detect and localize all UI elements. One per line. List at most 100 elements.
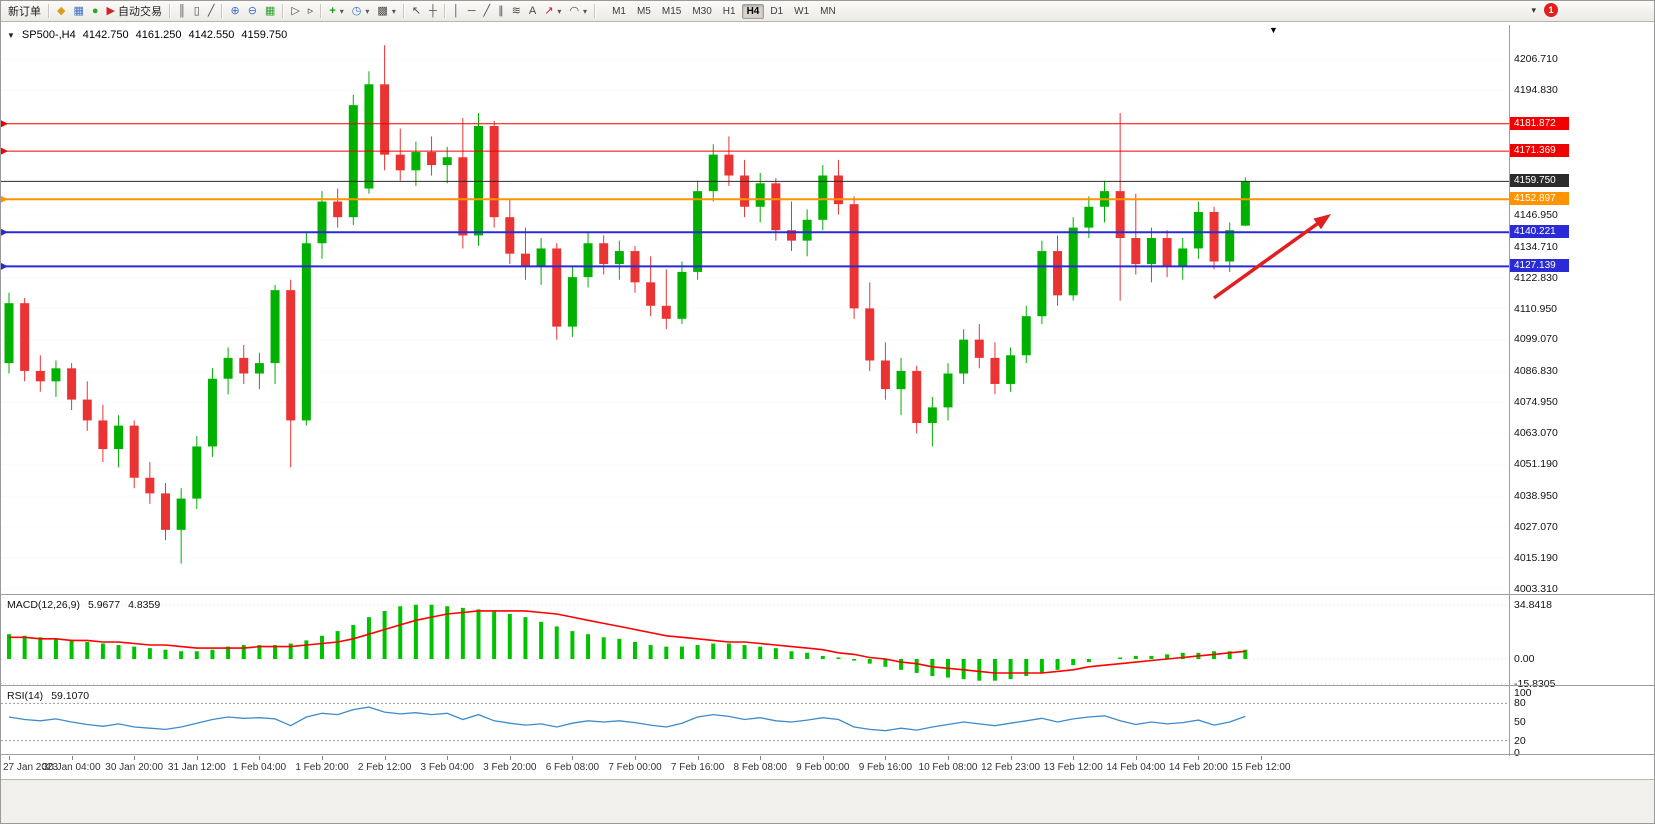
toolbar-separator [48, 4, 50, 18]
time-axis-label: 14 Feb 04:00 [1106, 762, 1166, 773]
periods-button[interactable]: ◷ ▾ [348, 3, 374, 20]
time-axis-label: 9 Feb 00:00 [796, 762, 850, 773]
price-line-badge: 4152.897 [1510, 192, 1569, 206]
fibonacci-tool-icon[interactable]: ≋ [511, 4, 521, 17]
time-axis-tick [71, 756, 73, 760]
rsi-axis-label: 0 [1514, 747, 1520, 759]
panel-separator[interactable] [1, 685, 1654, 686]
time-axis-tick [697, 756, 699, 760]
cursor-icon[interactable]: ↖ [411, 4, 422, 17]
line-chart-icon[interactable]: ╱ [207, 4, 215, 17]
time-axis-label: 27 Jan 2023 [3, 762, 59, 773]
time-axis-tick [572, 756, 574, 760]
candlestick-chart-icon[interactable]: ▯ [193, 4, 200, 17]
new-order-button[interactable]: 新订单 [4, 3, 45, 20]
caret-down-icon: ▾ [339, 6, 344, 16]
macd-axis[interactable]: 34.8418 0.00 -15.8305 [1510, 596, 1654, 690]
templates-button[interactable]: ▩ ▾ [373, 3, 399, 20]
channel-tool-icon[interactable]: ∥ [498, 4, 504, 17]
trendline-tool-icon[interactable]: ╱ [483, 4, 491, 17]
price-chart[interactable] [1, 25, 1511, 595]
time-axis-tick [447, 756, 449, 760]
time-axis-tick [1073, 756, 1075, 760]
crosshair-icon[interactable]: ┼ [429, 4, 437, 17]
price-axis-label: 4146.950 [1514, 208, 1558, 221]
candles-layer[interactable] [4, 45, 1250, 564]
toolbar-right-area: ▾ 1 [1531, 3, 1558, 17]
price-axis-label: 4194.830 [1514, 83, 1558, 96]
toolbar-separator [169, 4, 171, 18]
timeframe-button-mn[interactable]: MN [820, 5, 836, 17]
tile-windows-icon[interactable]: ▦ [264, 4, 276, 17]
time-axis-tick [635, 756, 636, 760]
macd-panel[interactable] [1, 596, 1511, 685]
time-axis-tick [822, 756, 824, 760]
price-axis-label: 4015.190 [1514, 552, 1558, 565]
price-axis-label: 4051.190 [1514, 458, 1558, 471]
time-axis-tick [1135, 756, 1137, 760]
clock-icon: ◷ [351, 4, 362, 17]
price-axis-label: 4099.070 [1514, 333, 1558, 346]
cycles-tool-button[interactable]: ◠ ▾ [565, 3, 591, 20]
price-axis-separator [1509, 25, 1510, 756]
bar-chart-icon[interactable]: ║ [178, 4, 186, 17]
collapse-arrow-icon[interactable]: ▼ [7, 30, 15, 40]
zoom-in-icon[interactable]: ⊕ [230, 4, 240, 17]
timeframe-button-h4[interactable]: H4 [741, 3, 765, 19]
toolbar-separator [402, 4, 405, 18]
support-icon[interactable]: ● [91, 4, 99, 17]
indicators-plus-icon: + [329, 4, 336, 17]
rsi-name: RSI(14) [7, 690, 44, 702]
timeframe-button-m30[interactable]: M30 [692, 5, 712, 17]
vertical-line-tool-icon[interactable]: │ [452, 4, 460, 17]
indicators-button[interactable]: + ▾ [325, 3, 347, 20]
arrow-tool-icon: ↗ [544, 4, 554, 17]
price-axis[interactable]: 4206.710 4194.830 4146.950 4134.710 4122.830… [1510, 25, 1654, 595]
chart-shift-icon[interactable]: ▹ [307, 4, 314, 17]
market-watch-icon[interactable]: ▦ [73, 4, 84, 17]
timeframe-button-m5[interactable]: M5 [636, 5, 651, 17]
window-footer [1, 779, 1654, 823]
main-toolbar: 新订单 ◆ ▦ ● ▶ 自动交易 ║ ▯ ╱ ⊕ ⊖ ▦ ▷ ▹ + ▾ ◷ ▾… [1, 1, 1654, 22]
caret-down-icon: ▾ [557, 6, 562, 16]
price-line-badge: 4140.221 [1510, 225, 1569, 239]
panel-separator[interactable] [1, 594, 1654, 595]
rsi-panel[interactable] [1, 687, 1511, 754]
autotrade-button[interactable]: ▶ 自动交易 [103, 3, 166, 20]
timeframe-button-m15[interactable]: M15 [661, 5, 682, 17]
ohlc-low: 4142.550 [188, 29, 235, 41]
caret-down-icon: ▾ [391, 6, 396, 16]
timeframe-button-m1[interactable]: M1 [612, 5, 626, 17]
autotrade-play-icon: ▶ [106, 4, 115, 17]
time-axis-tick [196, 756, 198, 760]
rsi-axis-label: 80 [1514, 697, 1526, 710]
timeframe-button-h1[interactable]: H1 [722, 5, 736, 17]
rsi-line [8, 706, 1246, 732]
time-axis-label: 13 Feb 12:00 [1043, 762, 1103, 773]
rsi-axis[interactable]: 100 80 50 20 0 [1510, 687, 1654, 759]
ohlc-close: 4159.750 [241, 29, 288, 41]
trend-arrow-annotation[interactable] [1212, 214, 1331, 300]
text-tool-icon[interactable]: A [528, 4, 537, 17]
time-axis[interactable]: 27 Jan 2023 30 Jan 04:00 30 Jan 20:00 31 Ja… [1, 756, 1511, 778]
time-axis-label: 1 Feb 04:00 [232, 762, 287, 773]
cycle-lines-icon: ◠ [569, 4, 580, 17]
timeframe-toolbar: M1 M5 M15 M30 H1 H4 D1 W1 MN [607, 3, 841, 19]
auto-scroll-icon[interactable]: ▷ [291, 4, 300, 17]
notification-badge[interactable]: 1 [1544, 3, 1558, 17]
price-line-badge: 4171.369 [1510, 144, 1569, 158]
price-axis-label: 4134.710 [1514, 240, 1558, 253]
panel-separator[interactable] [1, 754, 1654, 755]
timeframe-button-w1[interactable]: W1 [794, 5, 810, 17]
horizontal-line-tool-icon[interactable]: ─ [467, 4, 476, 17]
time-axis-tick [1198, 756, 1200, 760]
zoom-out-icon[interactable]: ⊖ [247, 4, 257, 17]
toolbar-separator [443, 4, 446, 18]
chart-shift-marker-icon[interactable]: ▼ [1269, 25, 1278, 35]
toolbar-overflow-chevron-icon[interactable]: ▾ [1531, 4, 1536, 15]
announcement-icon[interactable]: ◆ [57, 4, 66, 17]
arrows-tool-button[interactable]: ↗ ▾ [540, 3, 565, 20]
time-axis-tick [259, 756, 261, 760]
time-axis-label: 1 Feb 20:00 [295, 762, 349, 773]
timeframe-button-d1[interactable]: D1 [770, 5, 784, 17]
